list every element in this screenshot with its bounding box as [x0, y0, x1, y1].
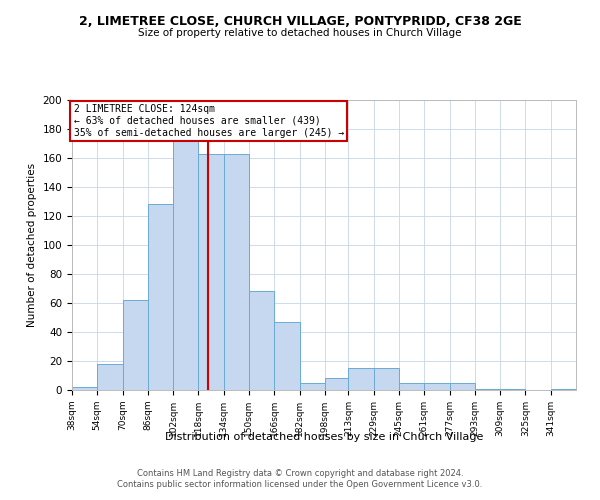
Bar	[97, 364, 122, 390]
Bar	[299, 383, 325, 390]
Bar	[173, 126, 199, 390]
Text: 2, LIMETREE CLOSE, CHURCH VILLAGE, PONTYPRIDD, CF38 2GE: 2, LIMETREE CLOSE, CHURCH VILLAGE, PONTY…	[79, 15, 521, 28]
Bar	[72, 387, 97, 390]
Text: Size of property relative to detached houses in Church Village: Size of property relative to detached ho…	[138, 28, 462, 38]
Text: 2 LIMETREE CLOSE: 124sqm
← 63% of detached houses are smaller (439)
35% of semi-: 2 LIMETREE CLOSE: 124sqm ← 63% of detach…	[74, 104, 344, 138]
Bar	[551, 388, 576, 390]
Bar	[249, 292, 274, 390]
Bar	[399, 383, 424, 390]
Text: Contains HM Land Registry data © Crown copyright and database right 2024.: Contains HM Land Registry data © Crown c…	[137, 468, 463, 477]
Bar	[148, 204, 173, 390]
Bar	[500, 388, 526, 390]
Bar	[325, 378, 350, 390]
Bar	[349, 368, 374, 390]
Text: Contains public sector information licensed under the Open Government Licence v3: Contains public sector information licen…	[118, 480, 482, 489]
Bar	[224, 154, 249, 390]
Bar	[475, 388, 500, 390]
Text: Distribution of detached houses by size in Church Village: Distribution of detached houses by size …	[165, 432, 483, 442]
Bar	[274, 322, 299, 390]
Y-axis label: Number of detached properties: Number of detached properties	[27, 163, 37, 327]
Bar	[424, 383, 449, 390]
Bar	[199, 154, 224, 390]
Bar	[374, 368, 399, 390]
Bar	[449, 383, 475, 390]
Bar	[122, 300, 148, 390]
